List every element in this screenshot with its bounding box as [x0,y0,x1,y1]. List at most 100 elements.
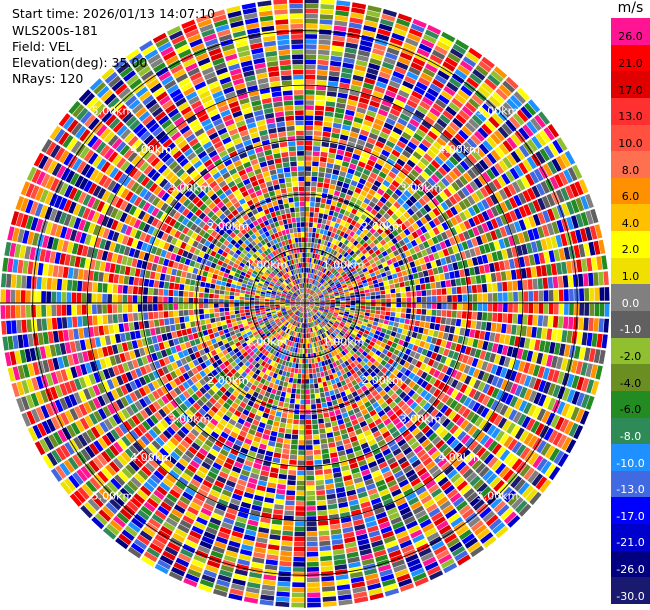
velocity-gate [453,235,461,244]
velocity-gate [347,393,354,400]
velocity-gate [305,303,308,307]
velocity-gate [342,215,348,222]
velocity-gate [266,419,274,426]
velocity-gate [309,278,312,284]
velocity-gate [282,530,293,536]
velocity-gate [437,303,442,310]
velocity-gate [305,299,309,303]
velocity-gate [337,450,346,457]
velocity-gate [292,582,305,588]
velocity-gate [318,418,324,424]
velocity-gate [437,70,450,81]
velocity-gate [353,519,365,526]
velocity-gate [315,313,320,317]
velocity-gate [305,288,307,293]
velocity-gate [451,310,457,318]
velocity-gate [451,97,464,109]
velocity-gate [388,263,395,270]
velocity-gate [321,327,326,333]
velocity-gate [305,303,309,307]
velocity-gate [510,425,521,437]
velocity-gate [411,331,418,339]
velocity-gate [399,214,407,223]
velocity-gate [356,399,364,407]
velocity-gate [298,450,305,455]
velocity-gate [424,415,434,424]
velocity-gate [393,261,400,268]
velocity-gate [543,127,555,141]
velocity-gate [368,268,374,274]
velocity-gate [344,268,350,273]
velocity-gate [467,228,475,238]
velocity-gate [324,294,329,297]
velocity-gate [382,179,391,188]
velocity-gate [396,371,404,379]
velocity-gate [326,342,331,348]
velocity-gate [299,424,305,430]
velocity-gate [438,166,448,177]
velocity-gate [223,328,230,334]
velocity-gate [460,434,471,445]
velocity-gate [442,110,454,121]
velocity-gate [538,252,546,264]
velocity-gate [314,296,319,299]
velocity-gate [413,86,426,96]
velocity-gate [305,242,308,248]
velocity-gate [351,379,358,386]
velocity-gate [354,222,361,229]
velocity-gate [319,14,334,20]
velocity-gate [318,34,332,40]
velocity-gate [305,120,314,126]
velocity-gate [451,181,460,192]
velocity-gate [314,357,318,363]
velocity-gate [427,268,434,276]
velocity-gate [278,401,284,407]
velocity-gate [370,309,376,314]
velocity-gate [376,235,384,242]
velocity-gate [518,206,527,218]
velocity-gate [454,252,462,262]
velocity-gate [335,320,340,325]
velocity-gate [320,151,328,158]
velocity-gate [305,130,313,136]
velocity-gate [452,457,463,468]
velocity-gate [366,137,376,145]
velocity-gate [574,303,579,316]
velocity-gate [408,28,423,38]
velocity-gate [330,249,335,255]
velocity-gate [308,278,310,284]
velocity-gate [361,558,375,566]
velocity-gate [313,373,317,379]
velocity-gate [421,249,428,257]
velocity-gate [401,131,412,141]
velocity-gate [418,435,428,444]
velocity-gate [502,156,513,169]
velocity-gate [405,420,414,429]
velocity-gate [275,596,290,602]
velocity-gate [344,210,351,217]
velocity-gate [349,310,355,314]
velocity-gate [324,309,329,312]
velocity-gate [333,322,339,327]
velocity-gate [481,210,490,221]
velocity-gate [305,186,311,192]
velocity-gate [369,535,382,543]
velocity-gate [398,412,407,421]
velocity-gate [310,394,315,399]
velocity-gate [418,547,432,558]
velocity-gate [271,519,283,525]
velocity-gate [371,95,382,104]
velocity-gate [420,389,428,398]
velocity-gate [507,455,519,468]
velocity-gate [481,103,494,115]
velocity-gate [310,337,314,343]
velocity-gate [306,313,308,318]
velocity-gate [380,231,388,239]
velocity-gate [324,359,329,366]
velocity-gate [324,116,333,122]
velocity-gate [336,370,342,377]
velocity-gate [286,423,293,429]
velocity-gate [287,475,296,481]
velocity-gate [470,276,477,285]
velocity-gate [335,393,342,399]
